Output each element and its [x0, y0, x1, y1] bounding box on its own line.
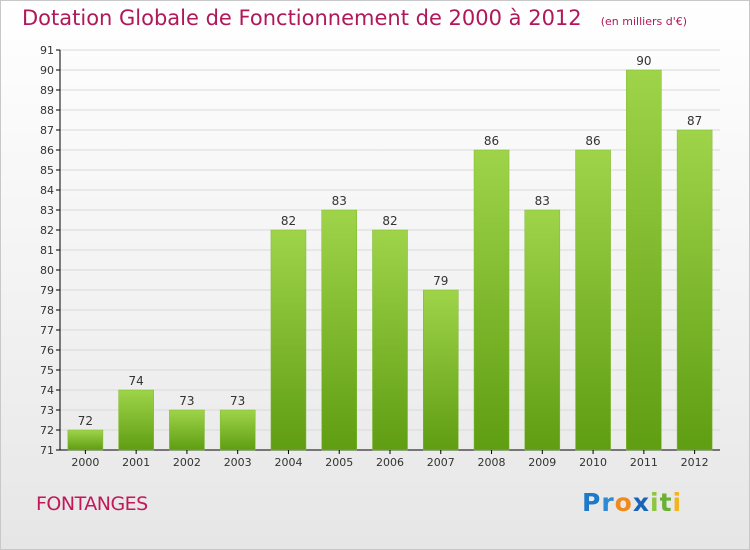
commune-name: FONTANGES	[36, 493, 148, 515]
x-tick-label: 2001	[122, 456, 150, 469]
data-label: 82	[281, 214, 296, 228]
y-tick-label: 89	[40, 84, 54, 97]
y-tick-label: 88	[40, 104, 54, 117]
x-tick-label: 2005	[325, 456, 353, 469]
proxiti-logo: Proxiti	[582, 488, 683, 517]
data-label: 82	[382, 214, 397, 228]
bar	[575, 149, 611, 451]
data-label: 83	[535, 194, 550, 208]
y-tick-label: 80	[40, 264, 54, 277]
data-label: 83	[332, 194, 347, 208]
bar	[473, 149, 510, 451]
y-tick-label: 73	[40, 404, 54, 417]
chart-title: Dotation Globale de Fonctionnement de 20…	[22, 6, 687, 30]
data-label: 73	[179, 394, 194, 408]
y-tick-label: 82	[40, 224, 54, 237]
x-tick-label: 2009	[528, 456, 556, 469]
x-tick-label: 2000	[71, 456, 99, 469]
chart-unit-text: (en milliers d'€)	[600, 15, 688, 28]
bar	[524, 209, 561, 451]
y-tick-label: 87	[40, 124, 54, 137]
y-tick-label: 83	[40, 204, 54, 217]
x-tick-label: 2006	[376, 456, 404, 469]
y-tick-label: 81	[40, 244, 54, 257]
bar	[626, 69, 662, 451]
y-tick-label: 76	[40, 344, 54, 357]
y-tick-label: 72	[40, 424, 54, 437]
y-tick-label: 79	[40, 284, 54, 297]
y-tick-label: 78	[40, 304, 54, 317]
x-tick-label: 2011	[630, 456, 658, 469]
y-tick-label: 85	[40, 164, 54, 177]
x-tick-label: 2004	[274, 456, 302, 469]
bar	[372, 229, 408, 451]
x-tick-label: 2003	[224, 456, 252, 469]
data-label: 74	[129, 374, 144, 388]
bar	[169, 409, 205, 451]
y-tick-label: 91	[40, 44, 54, 57]
y-tick-label: 75	[40, 364, 54, 377]
data-label: 90	[636, 54, 651, 68]
bar	[321, 209, 357, 451]
bar	[67, 429, 104, 451]
bar	[118, 389, 154, 451]
bar	[270, 229, 307, 451]
y-tick-label: 90	[40, 64, 54, 77]
data-label: 87	[687, 114, 702, 128]
data-label: 86	[585, 134, 600, 148]
y-tick-label: 71	[40, 444, 54, 457]
data-label: 72	[78, 414, 93, 428]
x-tick-label: 2007	[427, 456, 455, 469]
y-tick-label: 74	[40, 384, 54, 397]
chart-title-text: Dotation Globale de Fonctionnement de 20…	[22, 6, 582, 30]
y-tick-label: 84	[40, 184, 54, 197]
y-tick-label: 86	[40, 144, 54, 157]
data-label: 86	[484, 134, 499, 148]
bar	[219, 409, 256, 451]
y-tick-label: 77	[40, 324, 54, 337]
data-label: 79	[433, 274, 448, 288]
x-tick-label: 2012	[681, 456, 709, 469]
data-label: 73	[230, 394, 245, 408]
x-tick-label: 2008	[478, 456, 506, 469]
x-tick-label: 2002	[173, 456, 201, 469]
bar	[423, 289, 459, 451]
x-tick-label: 2010	[579, 456, 607, 469]
bar	[676, 129, 713, 451]
